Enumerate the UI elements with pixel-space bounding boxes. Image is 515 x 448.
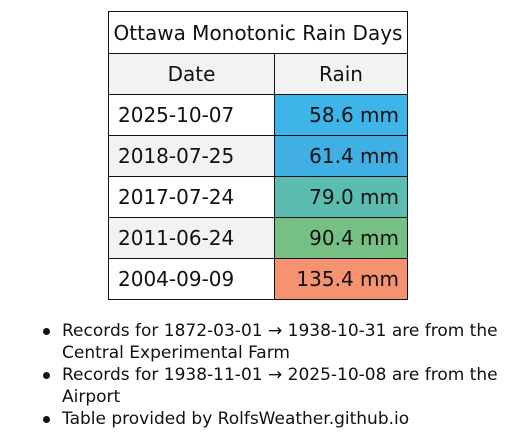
rain-days-table: Ottawa Monotonic Rain Days Date Rain 202… xyxy=(108,11,408,300)
table-row: 2011-06-24 90.4 mm xyxy=(108,217,408,259)
date-cell: 2025-10-07 xyxy=(108,94,275,136)
note-text: Records for 1938-11-01 → 2025-10-08 are … xyxy=(62,365,498,407)
note-item: Records for 1938-11-01 → 2025-10-08 are … xyxy=(38,364,508,408)
date-cell: 2011-06-24 xyxy=(108,217,275,259)
table-row: 2004-09-09 135.4 mm xyxy=(108,258,408,300)
note-item: Table provided by RolfsWeather.github.io xyxy=(38,408,508,430)
rain-cell: 61.4 mm xyxy=(274,135,408,177)
bullet-icon xyxy=(43,328,50,335)
date-cell: 2017-07-24 xyxy=(108,176,275,218)
bullet-icon xyxy=(43,416,50,423)
rain-cell: 58.6 mm xyxy=(274,94,408,136)
date-cell: 2004-09-09 xyxy=(108,258,275,300)
note-text: Table provided by RolfsWeather.github.io xyxy=(62,409,410,429)
table-row: 2017-07-24 79.0 mm xyxy=(108,176,408,218)
column-header-date: Date xyxy=(108,53,275,95)
table-title-row: Ottawa Monotonic Rain Days xyxy=(108,11,408,54)
notes-list: Records for 1872-03-01 → 1938-10-31 are … xyxy=(38,320,508,430)
note-item: Records for 1872-03-01 → 1938-10-31 are … xyxy=(38,320,508,364)
column-header-rain: Rain xyxy=(274,53,408,95)
note-text: Records for 1872-03-01 → 1938-10-31 are … xyxy=(62,321,498,363)
table-title: Ottawa Monotonic Rain Days xyxy=(108,11,408,54)
bullet-icon xyxy=(43,372,50,379)
rain-cell: 90.4 mm xyxy=(274,217,408,259)
rain-cell: 79.0 mm xyxy=(274,176,408,218)
rain-cell: 135.4 mm xyxy=(274,258,408,300)
table-header-row: Date Rain xyxy=(108,53,408,95)
table-row: 2018-07-25 61.4 mm xyxy=(108,135,408,177)
date-cell: 2018-07-25 xyxy=(108,135,275,177)
table-row: 2025-10-07 58.6 mm xyxy=(108,94,408,136)
